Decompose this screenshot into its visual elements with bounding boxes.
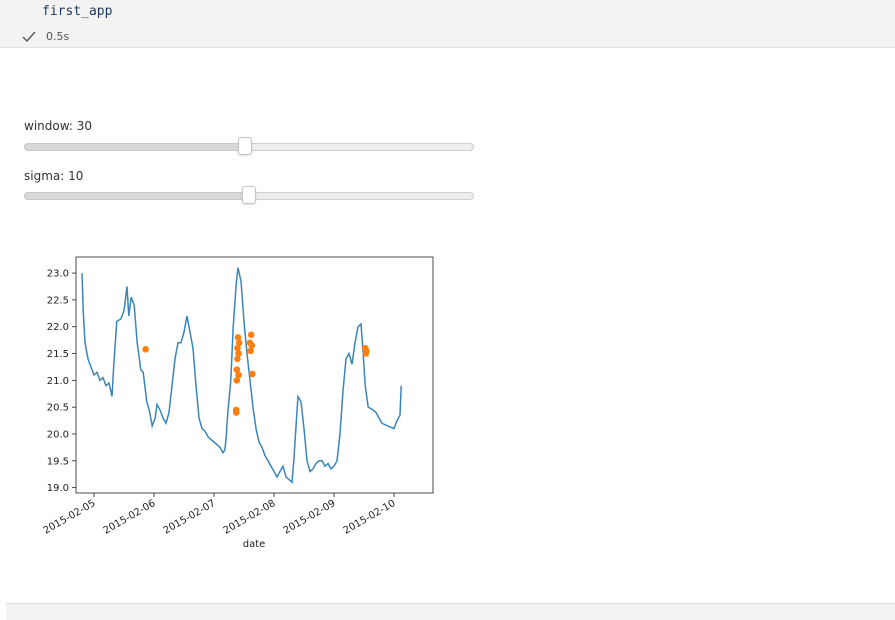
y-tick-label: 22.0 [47, 322, 69, 333]
x-axis-label: date [243, 539, 266, 550]
x-tick-label: 2015-02-06 [102, 498, 158, 537]
outlier-point [247, 347, 254, 355]
code-cell[interactable]: first_app 0.5s [0, 0, 895, 48]
code-text[interactable]: first_app [42, 4, 113, 19]
outlier-point [235, 339, 243, 347]
outlier-point [247, 331, 255, 339]
y-tick-label: 20.5 [47, 403, 69, 414]
x-axis: 2015-02-05 2015-02-06 2015-02-07 2015-02-08… [42, 493, 398, 537]
y-tick-label: 21.0 [47, 376, 69, 387]
x-tick-label: 2015-02-10 [342, 498, 398, 537]
outlier-point [249, 370, 256, 378]
execution-duration: 0.5s [46, 30, 70, 43]
slider-handle[interactable] [237, 137, 252, 155]
outlier-point [363, 347, 370, 355]
outlier-point [233, 377, 241, 384]
y-tick-label: 23.0 [47, 269, 69, 280]
cell-status: 0.5s [22, 30, 69, 43]
next-cell[interactable] [6, 603, 895, 620]
y-tick-label: 20.0 [47, 430, 69, 441]
sigma-slider-label: sigma: 10 [24, 169, 84, 183]
check-icon [22, 31, 36, 42]
x-tick-label: 2015-02-08 [222, 498, 278, 537]
outlier-point [234, 344, 241, 352]
window-slider[interactable] [24, 137, 474, 155]
outlier-point [234, 355, 241, 363]
outlier-point [248, 342, 256, 349]
slider-fill [24, 192, 251, 200]
outlier-point [235, 350, 242, 357]
sigma-slider[interactable] [24, 186, 474, 204]
slider-handle[interactable] [242, 186, 256, 204]
window-slider-label: window: 30 [24, 119, 92, 133]
x-tick-label: 2015-02-09 [282, 498, 338, 537]
y-tick-label: 19.5 [47, 456, 69, 467]
y-tick-label: 19.0 [47, 483, 69, 494]
temperature-chart: 19.0 19.5 20.0 20.5 21.0 21.5 22.0 22.5 23.0 201… [42, 256, 434, 550]
y-tick-label: 22.5 [47, 295, 69, 306]
outlier-point [142, 345, 149, 353]
series-line [81, 267, 402, 484]
y-axis: 19.0 19.5 20.0 20.5 21.0 21.5 22.0 22.5 23.0 [47, 269, 76, 494]
plot-marks [81, 267, 402, 484]
y-tick-label: 21.5 [47, 349, 69, 360]
outlier-point [234, 334, 242, 341]
x-tick-label: 2015-02-07 [162, 498, 218, 537]
outlier-point [232, 409, 240, 416]
slider-fill [24, 143, 247, 151]
outlier-point [233, 366, 241, 373]
x-tick-label: 2015-02-05 [42, 498, 98, 537]
outlier-point [235, 371, 242, 379]
